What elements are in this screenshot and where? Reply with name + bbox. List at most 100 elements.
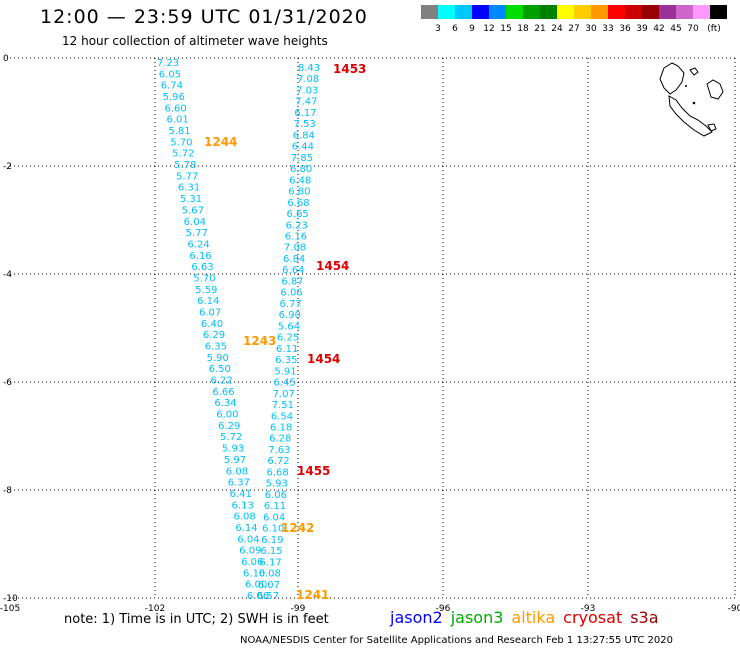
island-dot <box>685 85 687 87</box>
wave-height-value: 6.80 <box>290 164 312 175</box>
wave-height-value: 5.91 <box>274 366 296 377</box>
chart-subtitle: 12 hour collection of altimeter wave hei… <box>62 34 328 48</box>
wave-height-value: 6.06 <box>247 591 269 602</box>
island-dot <box>692 101 696 105</box>
wave-height-value: 5.77 <box>176 171 198 182</box>
wave-height-value: 7.03 <box>296 85 318 96</box>
legend-swatch <box>540 5 557 19</box>
legend-swatch <box>642 5 659 19</box>
wave-height-value: 6.72 <box>267 456 289 467</box>
pass-time-label: 1455 <box>297 464 330 478</box>
wave-height-value: 6.11 <box>276 344 298 355</box>
wave-height-value: 6.17 <box>259 557 281 568</box>
legend-swatch <box>421 5 438 19</box>
legend-label: 9 <box>469 24 475 34</box>
wave-height-value: 6.16 <box>189 251 211 262</box>
wave-height-value: 6.14 <box>197 296 219 307</box>
wave-height-value: 6.65 <box>287 209 309 220</box>
legend-swatch <box>438 5 455 19</box>
wave-height-value: 6.18 <box>270 422 292 433</box>
credit-text: NOAA/NESDIS Center for Satellite Applica… <box>240 635 673 646</box>
wave-height-value: 6.22 <box>210 376 232 387</box>
wave-height-value: 6.44 <box>292 142 314 153</box>
legend-swatch <box>693 5 710 19</box>
wave-height-value: 7.51 <box>272 400 294 411</box>
legend-swatch <box>710 5 727 19</box>
wave-height-value: 6.01 <box>166 115 188 126</box>
legend-label: 15 <box>500 24 512 34</box>
wave-height-value: 6.87 <box>281 276 303 287</box>
satellite-cryosat: cryosat <box>563 608 623 627</box>
wave-height-value: 6.00 <box>245 580 267 591</box>
legend-swatch <box>472 5 489 19</box>
wave-height-value: 6.80 <box>288 187 310 198</box>
island-outline <box>659 62 685 95</box>
wave-height-value: 6.08 <box>233 512 255 523</box>
wave-height-value: 5.72 <box>220 432 242 443</box>
wave-height-value: 6.68 <box>266 467 288 478</box>
y-tick-label: -6 <box>3 378 12 388</box>
legend-swatch <box>506 5 523 19</box>
legend-swatch <box>625 5 642 19</box>
legend-swatch <box>676 5 693 19</box>
wave-height-value: 6.29 <box>203 330 225 341</box>
wave-height-value: 6.48 <box>289 175 311 186</box>
wave-height-value: 6.66 <box>212 387 234 398</box>
wave-height-value: 6.06 <box>265 490 287 501</box>
legend-label: 21 <box>534 24 546 34</box>
legend-swatch <box>455 5 472 19</box>
satellite-jason3: jason3 <box>450 608 504 627</box>
legend-swatch <box>574 5 591 19</box>
chart-title: 12:00 — 23:59 UTC 01/31/2020 <box>40 6 368 28</box>
wave-height-value: 6.17 <box>294 108 316 119</box>
legend-label: 6 <box>452 24 458 34</box>
island-outline <box>689 67 699 76</box>
wave-height-value: 6.19 <box>261 535 283 546</box>
wave-height-value: 6.34 <box>214 398 236 409</box>
wave-height-value: 5.93 <box>266 479 288 490</box>
y-tick-label: -4 <box>3 270 12 280</box>
island-outline <box>707 123 717 132</box>
wave-height-value: 6.74 <box>161 81 183 92</box>
wave-height-value: 6.15 <box>260 546 282 557</box>
wave-height-value: 8.43 <box>298 63 320 74</box>
wave-height-value: 5.72 <box>172 149 194 160</box>
legend-label: 30 <box>585 24 597 34</box>
wave-height-value: 7.08 <box>297 74 319 85</box>
pass-time-label: 1454 <box>316 259 349 273</box>
wave-height-value: 6.57 <box>257 591 279 602</box>
x-tick-label: -96 <box>436 604 451 614</box>
legend-label: 39 <box>636 24 648 34</box>
legend-swatch <box>591 5 608 19</box>
legend-label: 33 <box>602 24 614 34</box>
wave-height-value: 6.77 <box>280 299 302 310</box>
wave-height-value: 6.45 <box>273 378 295 389</box>
wave-height-value: 5.67 <box>182 205 204 216</box>
wave-height-value: 6.10 <box>243 568 265 579</box>
satellite-legend: jason2 jason3 altika cryosat s3a <box>390 608 667 627</box>
wave-height-value: 5.96 <box>163 92 185 103</box>
legend-label: 42 <box>653 24 665 34</box>
y-tick-label: -10 <box>3 594 18 604</box>
wave-height-value: 7.53 <box>294 119 316 130</box>
pass-time-label: 1242 <box>281 521 314 535</box>
wave-height-value: 7.08 <box>284 243 306 254</box>
wave-height-value: 7.63 <box>268 445 290 456</box>
legend-label: 45 <box>670 24 682 34</box>
wave-height-value: 6.00 <box>216 410 238 421</box>
wave-height-value: 6.41 <box>230 489 252 500</box>
legend-label: 27 <box>568 24 580 34</box>
legend-swatch <box>557 5 574 19</box>
wave-height-value: 6.09 <box>239 546 261 557</box>
legend-label: 18 <box>517 24 529 34</box>
wave-height-value: 7.47 <box>295 97 317 108</box>
x-tick-label: -90 <box>728 604 740 614</box>
wave-height-value: 5.90 <box>207 353 229 364</box>
wave-height-value: 5.81 <box>168 126 190 137</box>
legend-label: 12 <box>483 24 495 34</box>
wave-height-value: 7.07 <box>273 389 295 400</box>
pass-time-label: 1244 <box>204 135 237 149</box>
x-tick-label: -99 <box>291 604 306 614</box>
wave-height-value: 6.08 <box>226 466 248 477</box>
